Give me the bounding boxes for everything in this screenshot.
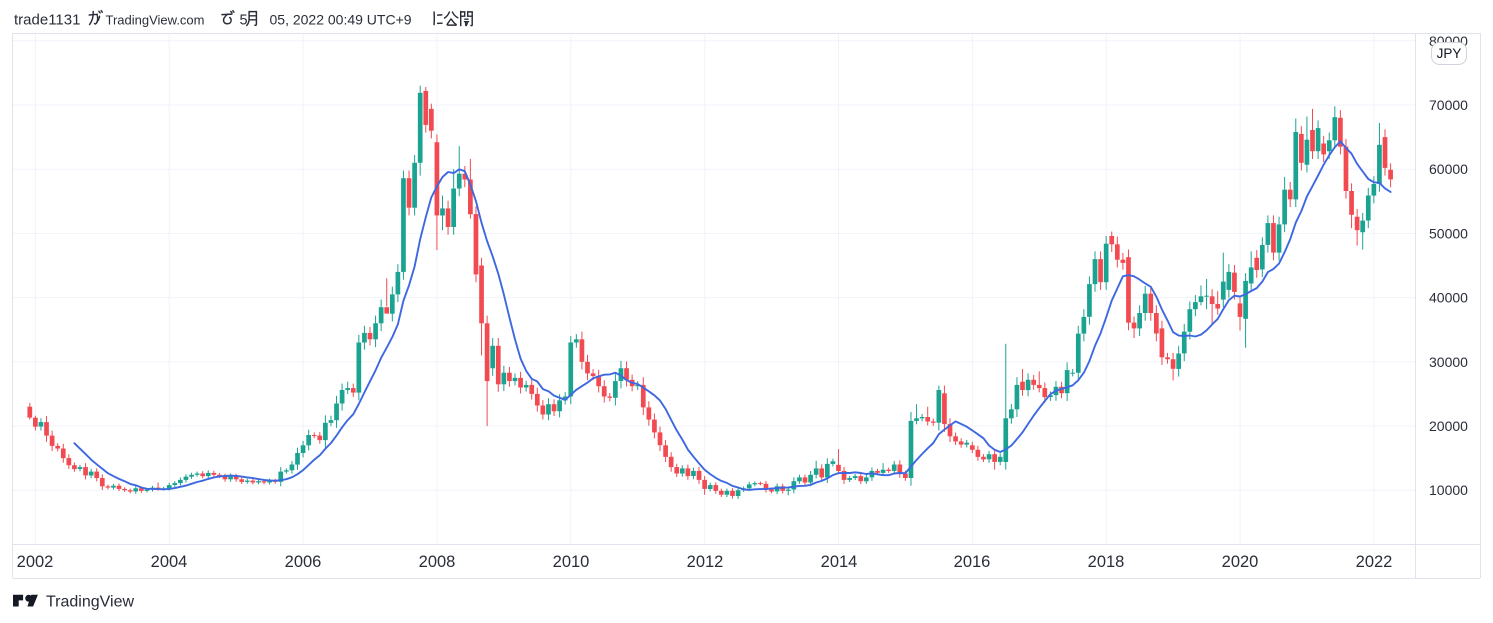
svg-text:2014: 2014 [821, 553, 858, 571]
svg-text:2002: 2002 [17, 553, 54, 571]
svg-text:TradingView: TradingView [46, 594, 134, 611]
svg-text:trade1131: trade1131 [14, 12, 80, 29]
svg-text:30000: 30000 [1429, 354, 1468, 370]
svg-text:2006: 2006 [285, 553, 322, 571]
svg-text:05, 2022 00:49 UTC+9: 05, 2022 00:49 UTC+9 [270, 12, 412, 28]
svg-text:2012: 2012 [687, 553, 724, 571]
svg-text:10000: 10000 [1429, 482, 1468, 498]
svg-text:40000: 40000 [1429, 290, 1468, 306]
svg-text:50000: 50000 [1429, 225, 1468, 241]
svg-text:2010: 2010 [553, 553, 590, 571]
svg-text:2018: 2018 [1088, 553, 1125, 571]
svg-text:TradingView.com: TradingView.com [106, 13, 205, 28]
svg-text:60000: 60000 [1429, 161, 1468, 177]
svg-text:2022: 2022 [1356, 553, 1393, 571]
svg-text:2008: 2008 [419, 553, 456, 571]
svg-text:2016: 2016 [954, 553, 991, 571]
svg-text:JPY: JPY [1437, 46, 1462, 61]
svg-text:2020: 2020 [1222, 553, 1259, 571]
svg-text:70000: 70000 [1429, 97, 1468, 113]
svg-text:5: 5 [240, 13, 248, 29]
svg-text:20000: 20000 [1429, 418, 1468, 434]
svg-text:2004: 2004 [151, 553, 188, 571]
